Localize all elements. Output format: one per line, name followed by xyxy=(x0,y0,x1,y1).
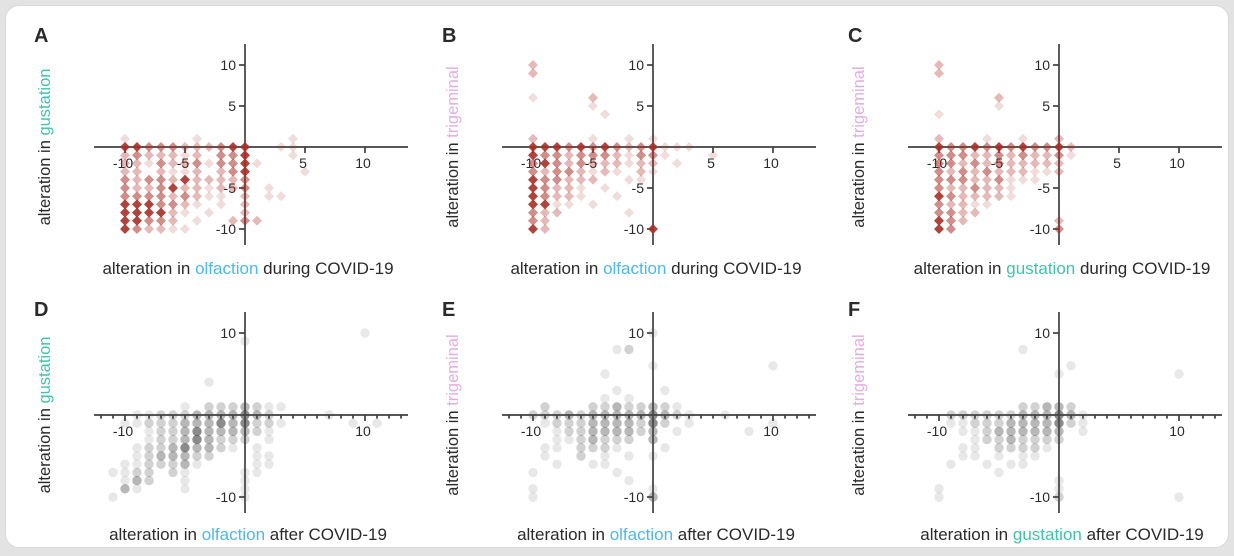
y-axis-label: alteration in gustation xyxy=(36,69,54,226)
panel-letter: A xyxy=(34,25,48,47)
svg-text:5: 5 xyxy=(1042,98,1050,114)
svg-text:-10: -10 xyxy=(1030,221,1050,237)
axes xyxy=(94,44,408,245)
y-axis-label: alteration in gustation xyxy=(36,337,54,494)
svg-text:-10: -10 xyxy=(1030,489,1050,505)
scatter-points xyxy=(934,60,1076,234)
svg-text:10: 10 xyxy=(1034,57,1050,73)
svg-text:10: 10 xyxy=(1169,423,1185,439)
svg-text:-5: -5 xyxy=(177,155,190,171)
svg-text:-5: -5 xyxy=(224,180,237,196)
axes xyxy=(502,44,816,245)
svg-text:-10: -10 xyxy=(521,423,541,439)
x-axis-label: alteration in olfaction during COVID-19 xyxy=(510,259,801,278)
panel-letter: C xyxy=(848,25,862,47)
y-axis-label: alteration in trigeminal xyxy=(444,334,462,495)
x-axis-label: alteration in gustation after COVID-19 xyxy=(920,525,1204,544)
y-axis-label: alteration in trigeminal xyxy=(444,66,462,227)
svg-text:5: 5 xyxy=(707,155,715,171)
scatter-points xyxy=(934,344,1184,502)
svg-text:-10: -10 xyxy=(113,155,133,171)
svg-text:5: 5 xyxy=(299,155,307,171)
x-axis-label: alteration in olfaction after COVID-19 xyxy=(517,525,795,544)
panel-letter: B xyxy=(442,25,456,47)
svg-text:10: 10 xyxy=(763,155,779,171)
x-axis-label: alteration in olfaction during COVID-19 xyxy=(102,259,393,278)
scatter-points xyxy=(120,133,310,234)
svg-text:10: 10 xyxy=(763,423,779,439)
svg-text:-5: -5 xyxy=(585,155,598,171)
svg-text:5: 5 xyxy=(1113,155,1121,171)
tick-labels: -10 -5 5 10 10 5 -5 -10 xyxy=(113,57,371,237)
svg-text:10: 10 xyxy=(220,325,236,341)
y-axis-label: alteration in trigeminal xyxy=(850,66,868,227)
svg-text:-10: -10 xyxy=(216,489,236,505)
scatter-points xyxy=(528,60,718,234)
svg-text:10: 10 xyxy=(628,57,644,73)
panel-letter: E xyxy=(442,299,455,321)
svg-text:10: 10 xyxy=(628,325,644,341)
y-axis-label: alteration in trigeminal xyxy=(850,334,868,495)
axes xyxy=(94,312,408,513)
svg-text:-10: -10 xyxy=(113,423,133,439)
panel-letter: F xyxy=(848,299,860,321)
axes xyxy=(908,312,1222,513)
tick-labels: -10 10 10 -10 xyxy=(113,325,371,505)
tick-labels: -10 10 10 -10 xyxy=(927,325,1185,505)
x-axis-label: alteration in gustation during COVID-19 xyxy=(914,259,1211,278)
svg-text:-10: -10 xyxy=(927,423,947,439)
svg-text:10: 10 xyxy=(1034,325,1050,341)
panel-letter: D xyxy=(34,299,48,321)
axes xyxy=(908,44,1222,245)
scatter-points xyxy=(528,328,778,502)
svg-text:10: 10 xyxy=(355,155,371,171)
svg-text:-5: -5 xyxy=(1038,180,1051,196)
svg-text:10: 10 xyxy=(355,423,371,439)
svg-text:-5: -5 xyxy=(632,180,645,196)
svg-text:-10: -10 xyxy=(624,221,644,237)
scatter-points xyxy=(108,328,382,502)
svg-text:5: 5 xyxy=(636,98,644,114)
tick-labels: -10 10 10 -10 xyxy=(521,325,779,505)
svg-text:-10: -10 xyxy=(216,221,236,237)
svg-text:10: 10 xyxy=(1169,155,1185,171)
svg-text:10: 10 xyxy=(220,57,236,73)
axes xyxy=(502,312,816,513)
svg-text:-10: -10 xyxy=(624,489,644,505)
x-axis-label: alteration in olfaction after COVID-19 xyxy=(109,525,387,544)
svg-text:5: 5 xyxy=(228,98,236,114)
